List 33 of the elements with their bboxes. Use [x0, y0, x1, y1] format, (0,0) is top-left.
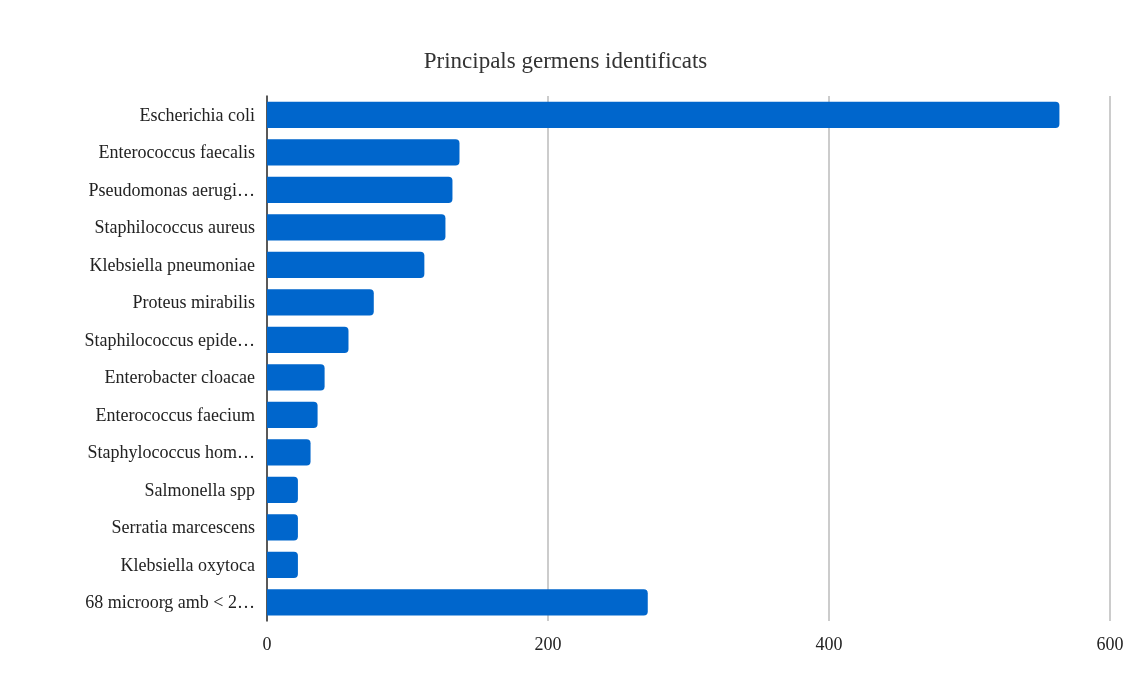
y-tick-label: Enterobacter cloacae: [104, 367, 256, 388]
bar: [267, 439, 311, 466]
y-tick-label: Klebsiella oxytoca: [120, 554, 255, 575]
bar: [267, 289, 374, 316]
bar: [267, 214, 446, 241]
bar: [267, 176, 453, 203]
y-tick-label: Pseudomonas aerugi…: [88, 179, 255, 200]
chart-title: Principals germens identificats: [423, 48, 708, 73]
y-tick-label: Enterococcus faecalis: [98, 142, 255, 163]
y-tick-label: Staphilococcus epide…: [84, 329, 255, 350]
bar: [267, 589, 648, 616]
bar: [267, 139, 460, 166]
x-tick-label: 200: [534, 634, 562, 654]
bar: [267, 551, 298, 578]
y-tick-label: 68 microorg amb < 2…: [85, 592, 255, 613]
x-tick-label: 0: [262, 634, 272, 654]
bar: [267, 251, 425, 278]
y-tick-label: Serratia marcescens: [111, 517, 255, 538]
y-tick-label: Staphilococcus aureus: [94, 217, 255, 238]
x-tick-label: 600: [1096, 634, 1124, 654]
y-tick-label: Enterococcus faecium: [95, 404, 255, 425]
y-tick-label: Proteus mirabilis: [132, 292, 255, 313]
bar: [267, 326, 349, 353]
bar: [267, 364, 325, 391]
y-tick-label: Escherichia coli: [139, 104, 255, 125]
bar: [267, 101, 1060, 128]
y-tick-label: Staphylococcus hom…: [87, 442, 255, 463]
y-tick-label: Salmonella spp: [144, 479, 255, 500]
x-tick-label: 400: [815, 634, 843, 654]
bar: [267, 514, 298, 541]
bar: [267, 476, 298, 503]
y-tick-label: Klebsiella pneumoniae: [89, 254, 255, 275]
bar: [267, 401, 318, 428]
